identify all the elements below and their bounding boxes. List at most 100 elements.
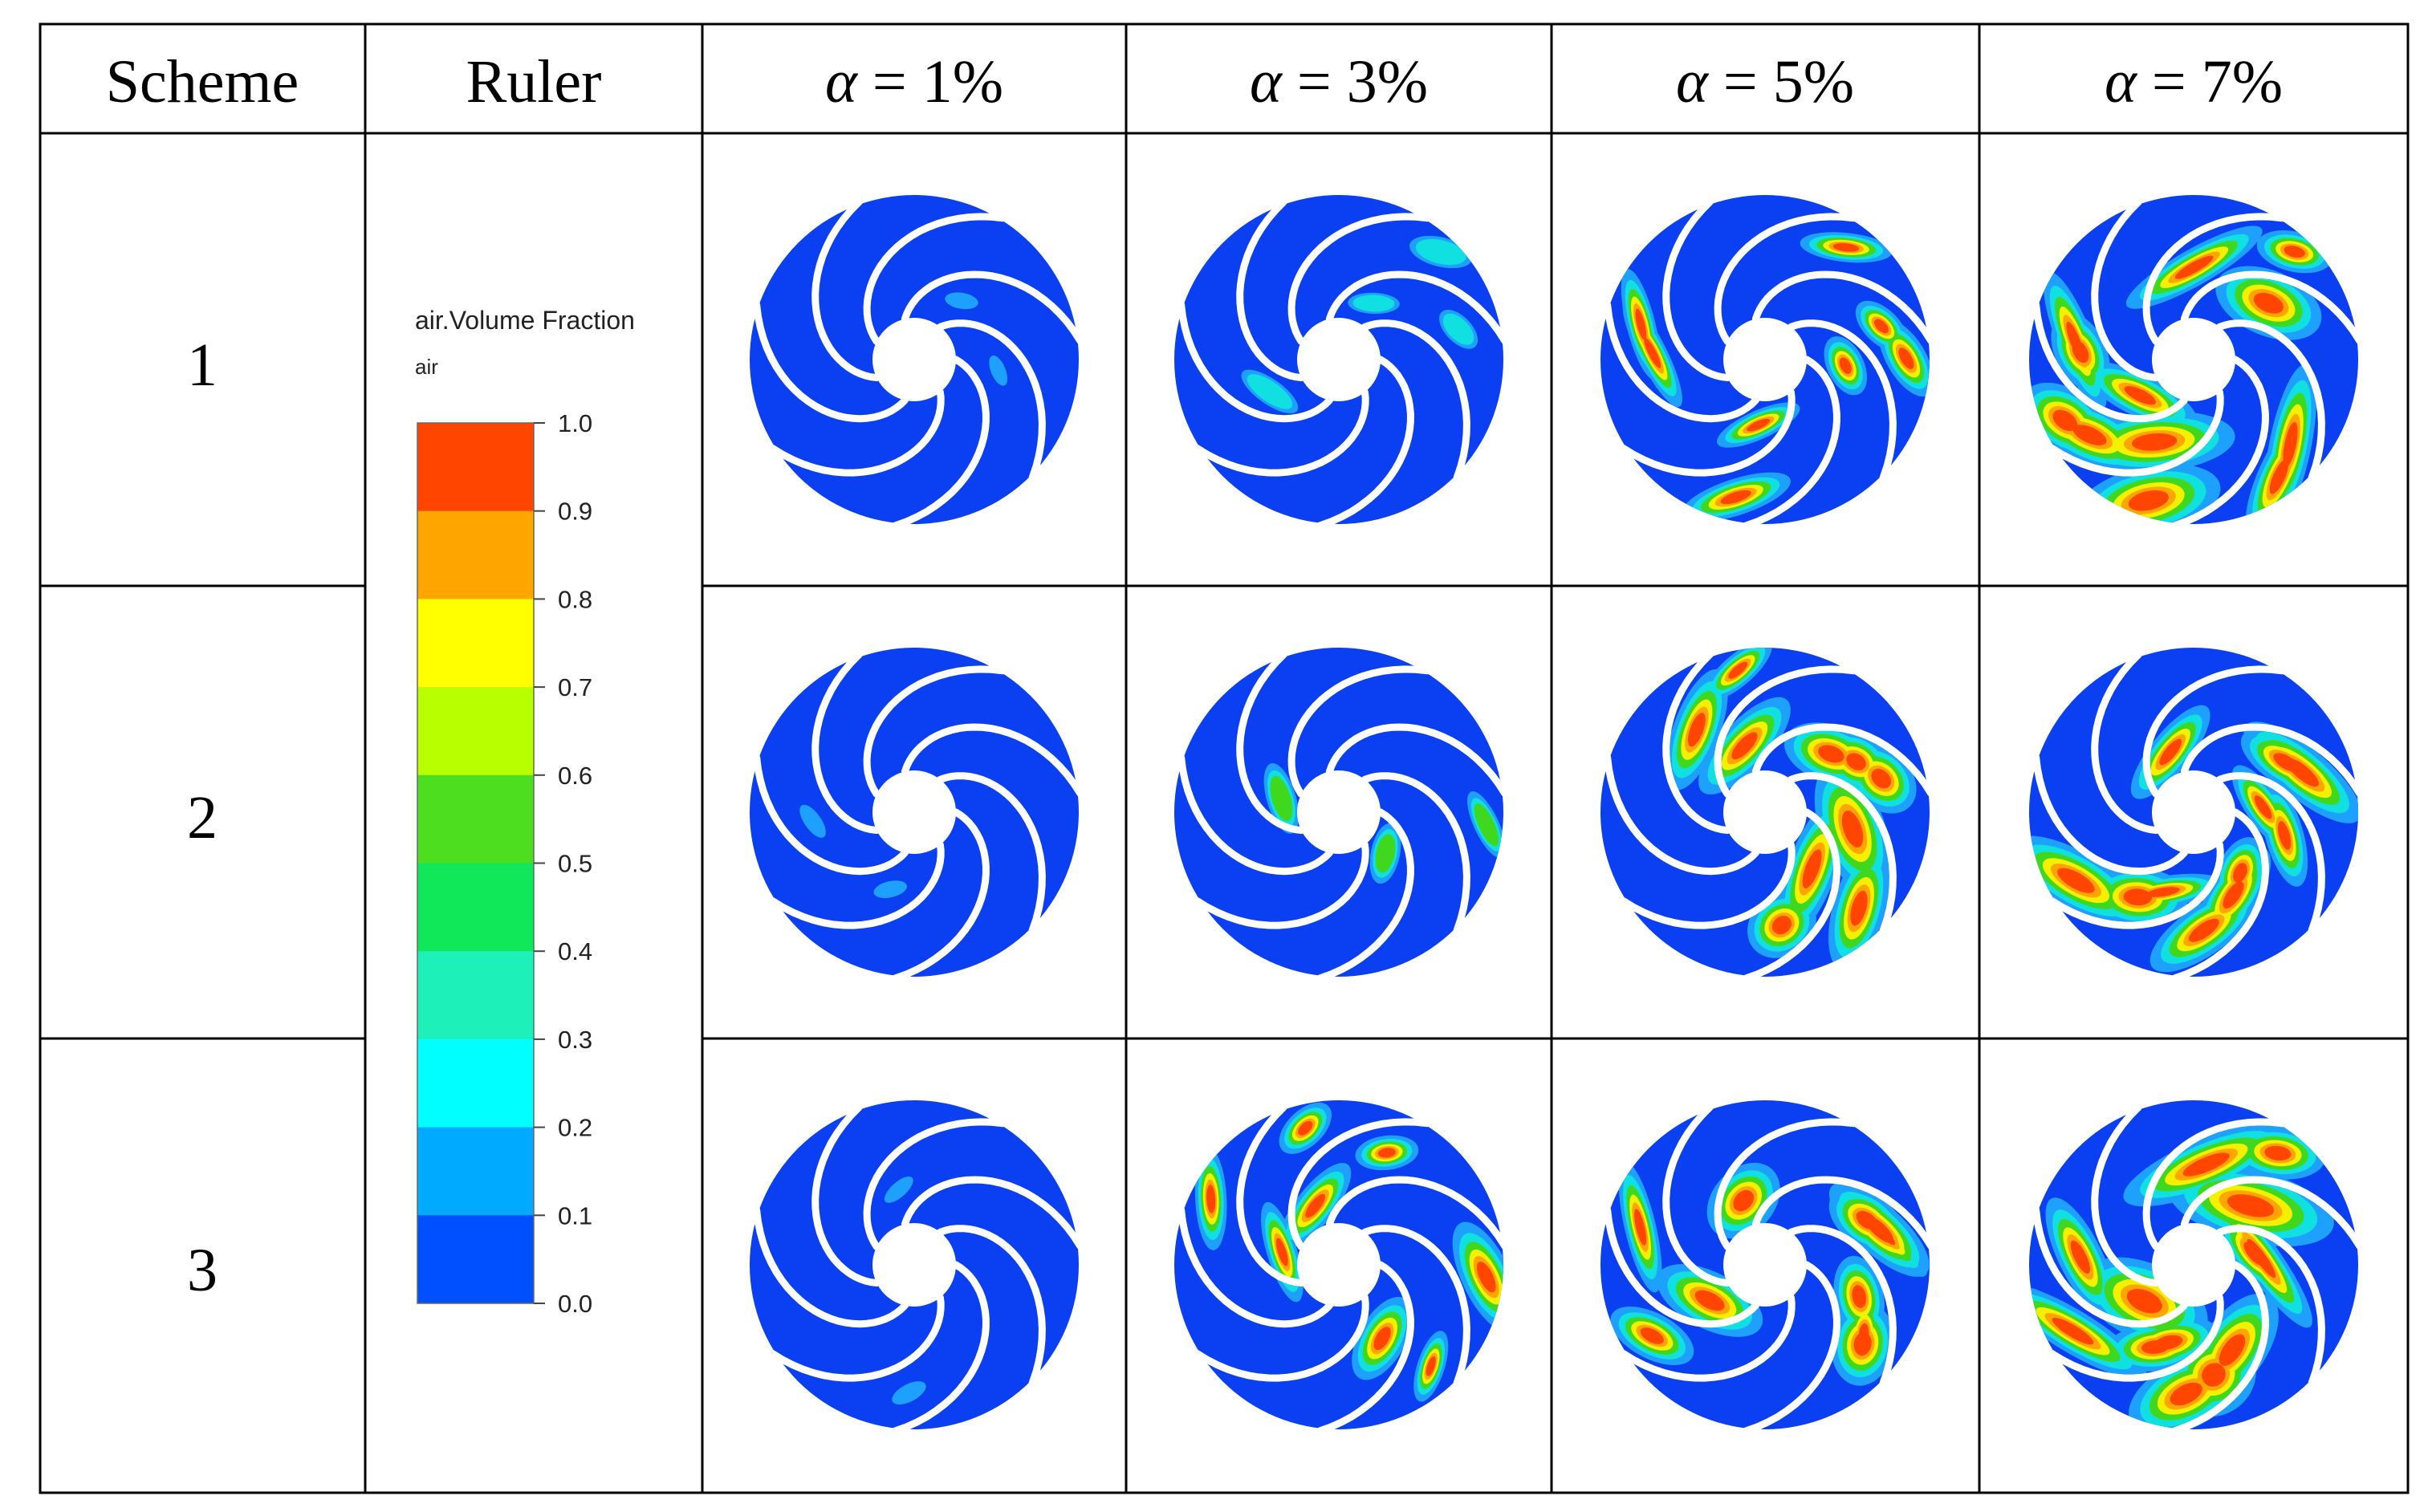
- impeller-blade: [2215, 319, 2325, 482]
- impeller-blade: [1316, 356, 1414, 530]
- impeller-blade: [1287, 665, 1431, 798]
- air-pocket: [1850, 890, 1868, 926]
- legend-tick-label: 0.5: [558, 850, 592, 878]
- air-fraction-blobs: [1665, 648, 1917, 971]
- air-fraction-blobs: [884, 1176, 926, 1405]
- air-pocket: [2170, 1382, 2202, 1406]
- scheme-2-label: 2: [187, 784, 218, 852]
- air-pocket: [1731, 732, 1758, 760]
- impeller-blade: [901, 1176, 1084, 1250]
- table-border: [39, 22, 2410, 1494]
- air-pocket: [1270, 775, 1293, 821]
- impeller-blade: [2142, 213, 2286, 345]
- air-pocket: [2182, 1152, 2230, 1177]
- impeller-blade: [753, 300, 909, 423]
- air-pocket: [1426, 1356, 1436, 1376]
- header-alpha-3: α = 3%: [1250, 48, 1428, 116]
- air-pocket: [1477, 1261, 1496, 1293]
- impeller-blade: [1194, 1294, 1369, 1382]
- header-ruler: Ruler: [466, 48, 602, 116]
- legend-swatch: [417, 951, 534, 1040]
- impeller-blade: [1194, 388, 1369, 477]
- impeller-contour: [2029, 195, 2364, 530]
- impeller-contour: [1174, 648, 1509, 982]
- impeller-blade: [1662, 651, 1731, 835]
- air-pocket: [1747, 418, 1771, 432]
- air-pocket: [1442, 313, 1474, 345]
- air-pocket: [2052, 1318, 2094, 1345]
- air-fraction-blobs: [2029, 1122, 2334, 1429]
- impeller-blade: [2171, 1261, 2269, 1435]
- alpha-value: = 3%: [1297, 48, 1428, 116]
- impeller-contour: [750, 1100, 1084, 1435]
- legend-ticks: 1.0 0.9 0.8 0.7 0.6 0.5 0.4 0.3 0.2 0.1 0.0: [534, 409, 592, 1318]
- legend-tick-label: 0.1: [558, 1201, 592, 1230]
- air-pocket: [1275, 1238, 1288, 1266]
- legend-swatch: [417, 863, 534, 952]
- color-ruler-legend: air.Volume Fraction air 1.0 0.9 0.8 0.7 0.6 0…: [415, 306, 635, 1318]
- impeller-blade: [1360, 772, 1470, 934]
- air-pocket: [1247, 374, 1293, 409]
- impeller-hub: [2152, 770, 2235, 854]
- air-pocket: [1305, 1193, 1326, 1218]
- impeller-blade: [1287, 1118, 1431, 1250]
- air-fraction-blobs: [1621, 232, 1930, 522]
- impeller-blade: [2091, 198, 2160, 382]
- air-pocket: [1694, 1290, 1725, 1311]
- impeller-blade: [863, 665, 1007, 798]
- alpha-symbol: α: [1676, 48, 1710, 116]
- legend-swatch: [417, 1215, 534, 1304]
- legend-tick-label: 0.6: [558, 762, 592, 790]
- impeller-blade: [1714, 1118, 1857, 1250]
- air-pocket: [2219, 1334, 2246, 1366]
- air-pocket: [2269, 459, 2289, 494]
- air-fraction-blobs: [1194, 1102, 1503, 1402]
- air-pocket: [1839, 357, 1852, 374]
- air-pocket: [2264, 1145, 2292, 1161]
- air-pocket: [1298, 1120, 1313, 1136]
- air-fraction-blobs: [1263, 762, 1503, 884]
- impeller-contour: [2029, 648, 2364, 982]
- impeller-contour: [1600, 648, 1935, 982]
- air-pocket: [799, 804, 826, 838]
- impeller-blade: [1604, 753, 1759, 876]
- impeller-blade: [936, 1225, 1046, 1387]
- impeller-blade: [753, 1205, 909, 1328]
- impeller-blade: [769, 1294, 945, 1382]
- impeller-blade: [1236, 651, 1305, 835]
- legend-tick-label: 0.2: [558, 1114, 592, 1142]
- impeller-blade: [2032, 753, 2188, 876]
- air-pocket: [2123, 888, 2152, 906]
- impeller-blade: [769, 388, 945, 477]
- impeller-blade: [1662, 1104, 1731, 1287]
- air-pocket: [892, 1381, 926, 1405]
- impeller-hub: [872, 770, 956, 854]
- impeller-blade: [1751, 270, 1935, 345]
- air-pocket: [1771, 916, 1792, 935]
- air-pocket: [1832, 242, 1860, 252]
- impeller-blade: [1194, 841, 1369, 929]
- air-pocket: [1687, 713, 1706, 747]
- impeller-blade: [811, 1104, 881, 1287]
- impeller-blade: [811, 198, 881, 382]
- impeller-blade: [1743, 1261, 1840, 1435]
- air-pocket: [884, 1176, 913, 1203]
- air-pocket: [1898, 348, 1914, 369]
- impeller-contour: [1174, 1100, 1509, 1435]
- impeller-blade: [2091, 1104, 2160, 1287]
- air-pocket: [1728, 661, 1748, 679]
- impeller-blade: [2180, 723, 2364, 798]
- impeller-hub: [1723, 1223, 1807, 1307]
- legend-swatch: [417, 510, 534, 600]
- legend-swatch: [417, 423, 534, 512]
- impeller-blade: [2048, 841, 2224, 929]
- legend-tick-label: 1.0: [558, 409, 592, 437]
- legend-swatch: [417, 1038, 534, 1128]
- legend-swatch: [417, 687, 534, 776]
- air-pocket: [1377, 1148, 1396, 1158]
- impeller-blade: [936, 772, 1046, 934]
- impeller-blade: [1236, 1104, 1305, 1287]
- air-pocket: [2233, 863, 2247, 883]
- alpha-symbol: α: [1250, 48, 1283, 116]
